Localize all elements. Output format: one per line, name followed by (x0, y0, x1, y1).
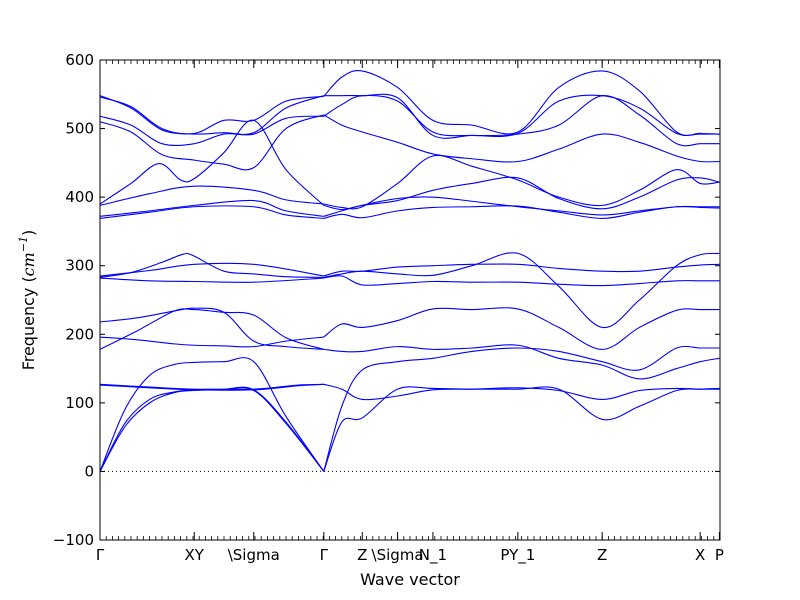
x-tick-label: PY_1 (500, 546, 535, 565)
x-tick-label: Γ (96, 546, 105, 564)
y-axis-title-close: ) (19, 230, 38, 236)
x-tick-label: X (695, 546, 705, 564)
phonon-branch-8 (99, 307, 324, 350)
phonon-branch-4 (99, 383, 324, 391)
x-axis-title: Wave vector (360, 570, 460, 589)
phonon-branch-17 (99, 115, 324, 146)
phonon-branch-6 (99, 308, 324, 350)
x-tick-label: \Sigma (372, 546, 424, 564)
phonon-branch-7 (99, 336, 324, 348)
phonon-branch-19 (99, 95, 324, 135)
y-tick-label: −100 (53, 531, 94, 549)
phonon-branch-14 (99, 185, 324, 206)
phonon-branch-5 (99, 383, 324, 391)
phonon-branch-30 (323, 154, 720, 210)
y-tick-label: 600 (65, 51, 94, 69)
phonon-branch-15 (99, 119, 325, 206)
y-tick-label: 300 (65, 257, 94, 275)
phonon-branch-23 (323, 344, 720, 380)
y-tick-label: 0 (84, 462, 94, 480)
phonon-branch-24 (323, 307, 720, 350)
y-axis-title: Frequency (cm−1) (17, 230, 38, 371)
x-tick-label: XY (185, 546, 205, 564)
x-tick-label: Z (357, 546, 367, 564)
x-tick-label: N_1 (419, 546, 447, 565)
phonon-branch-16 (99, 114, 325, 171)
y-axis-title-text: Frequency ( (19, 276, 38, 370)
phonon-branch-31 (323, 176, 720, 211)
y-axis-title-math: cm (19, 252, 38, 276)
y-axis-title-exponent: −1 (17, 236, 30, 252)
y-tick-label: 200 (65, 325, 94, 343)
x-tick-label: Γ (320, 546, 329, 564)
phonon-branch-21 (323, 386, 720, 472)
phonon-branch-10 (99, 262, 324, 277)
phonon-branch-12 (99, 205, 324, 219)
phonon-branch-18 (99, 95, 324, 135)
x-tick-label: Z (597, 546, 607, 564)
phonon-branch-35 (323, 70, 720, 137)
phonon-branch-20 (323, 345, 720, 472)
phonon-branch-22 (323, 383, 720, 401)
y-tick-label: 100 (65, 394, 94, 412)
phonon-branch-34 (323, 93, 720, 139)
phonon-branch-27 (323, 252, 720, 328)
phonon-branch-3 (99, 357, 325, 472)
x-tick-label: \Sigma (228, 546, 280, 564)
phonon-branch-32 (323, 114, 720, 163)
phonon-branch-1 (99, 387, 325, 472)
y-tick-label: 500 (65, 120, 94, 138)
phonon-branch-9 (99, 277, 324, 283)
phonon-branch-13 (99, 199, 324, 217)
tick-layer: −100 0 100 200 300 400 500 600 Γ XY \Sigma Γ Z \Sigma… (53, 51, 724, 565)
phonon-branch-25 (323, 275, 720, 287)
plot-frame (99, 59, 721, 541)
x-tick-label: P (715, 546, 724, 564)
series-layer (99, 70, 720, 472)
y-tick-label: 400 (65, 188, 94, 206)
phonon-branch-11 (99, 252, 324, 278)
